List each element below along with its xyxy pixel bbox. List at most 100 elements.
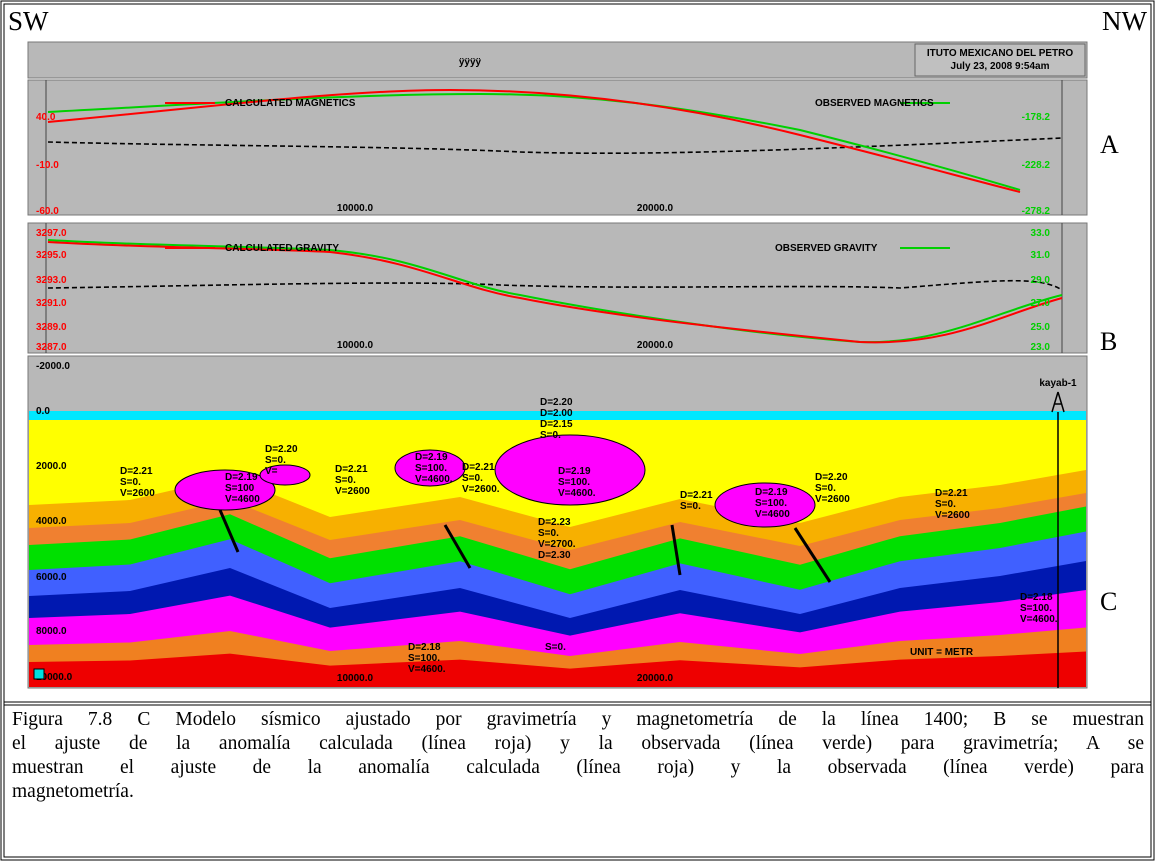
tick-label: 2000.0 bbox=[36, 461, 67, 472]
body-label-line: V= bbox=[265, 466, 278, 477]
body-label-line: S=100. bbox=[755, 498, 787, 509]
tick-label: 33.0 bbox=[1031, 228, 1051, 239]
caption-line: magnetometría. bbox=[12, 781, 134, 802]
body-label-line: S=0. bbox=[815, 483, 836, 494]
tick-label: 23.0 bbox=[1031, 342, 1051, 353]
body-label: D=2.21 S=0. V=2600. bbox=[462, 462, 500, 495]
body-label-line: D=2.21 bbox=[120, 466, 153, 477]
tick-label: 25.0 bbox=[1031, 322, 1051, 333]
tick-label: 3293.0 bbox=[36, 275, 67, 286]
body bbox=[259, 464, 311, 486]
body-label: D=2.21 S=0. V=2600 bbox=[120, 466, 155, 499]
marker bbox=[33, 668, 45, 680]
body-label: D=2.20 S=0. V= bbox=[265, 444, 298, 477]
fault bbox=[793, 527, 832, 583]
info-box bbox=[914, 43, 1086, 77]
body-label-line: S=0. bbox=[935, 499, 956, 510]
caption-line: el ajuste de la anomalía calculada (líne… bbox=[12, 733, 1144, 754]
tick-label: 3297.0 bbox=[36, 228, 67, 239]
fault bbox=[218, 509, 240, 553]
tick-label: 10000.0 bbox=[36, 672, 73, 683]
body-label-line: D=2.18 bbox=[1020, 592, 1053, 603]
body-label-line: S=0. bbox=[462, 473, 483, 484]
nw: NW bbox=[1102, 6, 1147, 36]
x-tick-label: 10000.0 bbox=[337, 673, 374, 684]
body-label-line: D=2.19 bbox=[225, 472, 258, 483]
body-label-line: V=4600. bbox=[415, 474, 453, 485]
legend-calculated: CALCULATED MAGNETICS bbox=[225, 98, 356, 109]
tick-label: 31.0 bbox=[1031, 250, 1051, 261]
body-label-line: S=0. bbox=[120, 477, 141, 488]
body-label-line: D=2.21 bbox=[462, 462, 495, 473]
body-label: D=2.18 S=100. V=4600. bbox=[1020, 592, 1058, 625]
body-label-line: D=2.00 bbox=[540, 408, 573, 419]
tick-label: -178.2 bbox=[1022, 112, 1051, 123]
body-label-line: S=0. bbox=[540, 430, 561, 441]
panel-b bbox=[27, 222, 1088, 354]
tick-label: 3289.0 bbox=[36, 322, 67, 333]
body-label: D=2.20 S=0. V=2600 bbox=[815, 472, 850, 505]
tick-label: 3295.0 bbox=[36, 250, 67, 261]
body-label-line: V=2600 bbox=[335, 486, 370, 497]
body-label-line: V=2700. bbox=[538, 539, 576, 550]
body-label: D=2.19 S=100. V=4600. bbox=[558, 466, 596, 499]
body-label-line: S=100 bbox=[225, 483, 255, 494]
body-label-line: D=2.23 bbox=[538, 517, 571, 528]
legend-observed: OBSERVED GRAVITY bbox=[775, 243, 878, 254]
layer bbox=[29, 411, 1086, 420]
body-label-line: D=2.30 bbox=[538, 550, 571, 561]
panel-label: A bbox=[1100, 130, 1119, 159]
body bbox=[494, 434, 646, 506]
fault bbox=[443, 524, 472, 569]
well bbox=[1051, 391, 1065, 688]
body-label-line: S=0. bbox=[335, 475, 356, 486]
body-label-line: V=2600 bbox=[815, 494, 850, 505]
screen-title: ÿÿÿÿ bbox=[459, 57, 482, 68]
observed-curve bbox=[47, 239, 1063, 344]
body-label-line: D=2.20 bbox=[265, 444, 298, 455]
body-label-line: S=100. bbox=[415, 463, 447, 474]
date: July 23, 2008 9:54am bbox=[951, 61, 1050, 72]
legend-observed: OBSERVED MAGNETICS bbox=[815, 98, 934, 109]
tick-label: 8000.0 bbox=[36, 626, 67, 637]
body-label: D=2.21 S=0. V=2600 bbox=[935, 488, 970, 521]
caption: Figura 7.8 C Modelo sísmico ajustado por… bbox=[12, 708, 1144, 804]
body-label-line: S=0. bbox=[538, 528, 559, 539]
body-label-line: S=100. bbox=[1020, 603, 1052, 614]
body-label: S=0. bbox=[545, 642, 566, 653]
dashed-curve bbox=[47, 279, 1063, 291]
well-name: kayab-1 bbox=[1039, 378, 1077, 389]
body-label-line: V=4600 bbox=[755, 509, 790, 520]
tick-label: 27.0 bbox=[1031, 298, 1051, 309]
body-label-line: D=2.21 bbox=[935, 488, 968, 499]
frame bbox=[3, 3, 1152, 858]
tick-label: 3287.0 bbox=[36, 342, 67, 353]
body-label-line: D=2.20 bbox=[540, 397, 573, 408]
x-tick-label: 20000.0 bbox=[637, 673, 674, 684]
institute: ITUTO MEXICANO DEL PETRO bbox=[927, 48, 1074, 59]
body-label-line: D=2.21 bbox=[680, 490, 713, 501]
legend-calculated: CALCULATED GRAVITY bbox=[225, 243, 339, 254]
tick-label: -278.2 bbox=[1022, 206, 1051, 217]
caption-line: Figura 7.8 C Modelo sísmico ajustado por… bbox=[12, 709, 1144, 730]
body-label-line: V=4600. bbox=[1020, 614, 1058, 625]
x-tick-label: 20000.0 bbox=[637, 340, 674, 351]
body-label-line: S=100. bbox=[408, 653, 440, 664]
body-label-line: D=2.19 bbox=[558, 466, 591, 477]
body-label-line: D=2.19 bbox=[755, 487, 788, 498]
title-bar bbox=[27, 41, 1088, 79]
unit: UNIT = METR bbox=[910, 647, 974, 658]
body-label-line: D=2.15 bbox=[540, 419, 573, 430]
fault bbox=[670, 524, 682, 576]
body-label: D=2.21 S=0. bbox=[680, 490, 713, 512]
body bbox=[394, 449, 466, 487]
caption-line: muestran el ajuste de la anomalía calcul… bbox=[12, 757, 1144, 778]
body-label-line: S=0. bbox=[545, 642, 566, 653]
tick-label: -10.0 bbox=[36, 160, 59, 171]
body-label: D=2.20 D=2.00 D=2.15 S=0. bbox=[540, 397, 573, 441]
panel-label: C bbox=[1100, 587, 1117, 616]
tick-label: 0.0 bbox=[36, 406, 50, 417]
